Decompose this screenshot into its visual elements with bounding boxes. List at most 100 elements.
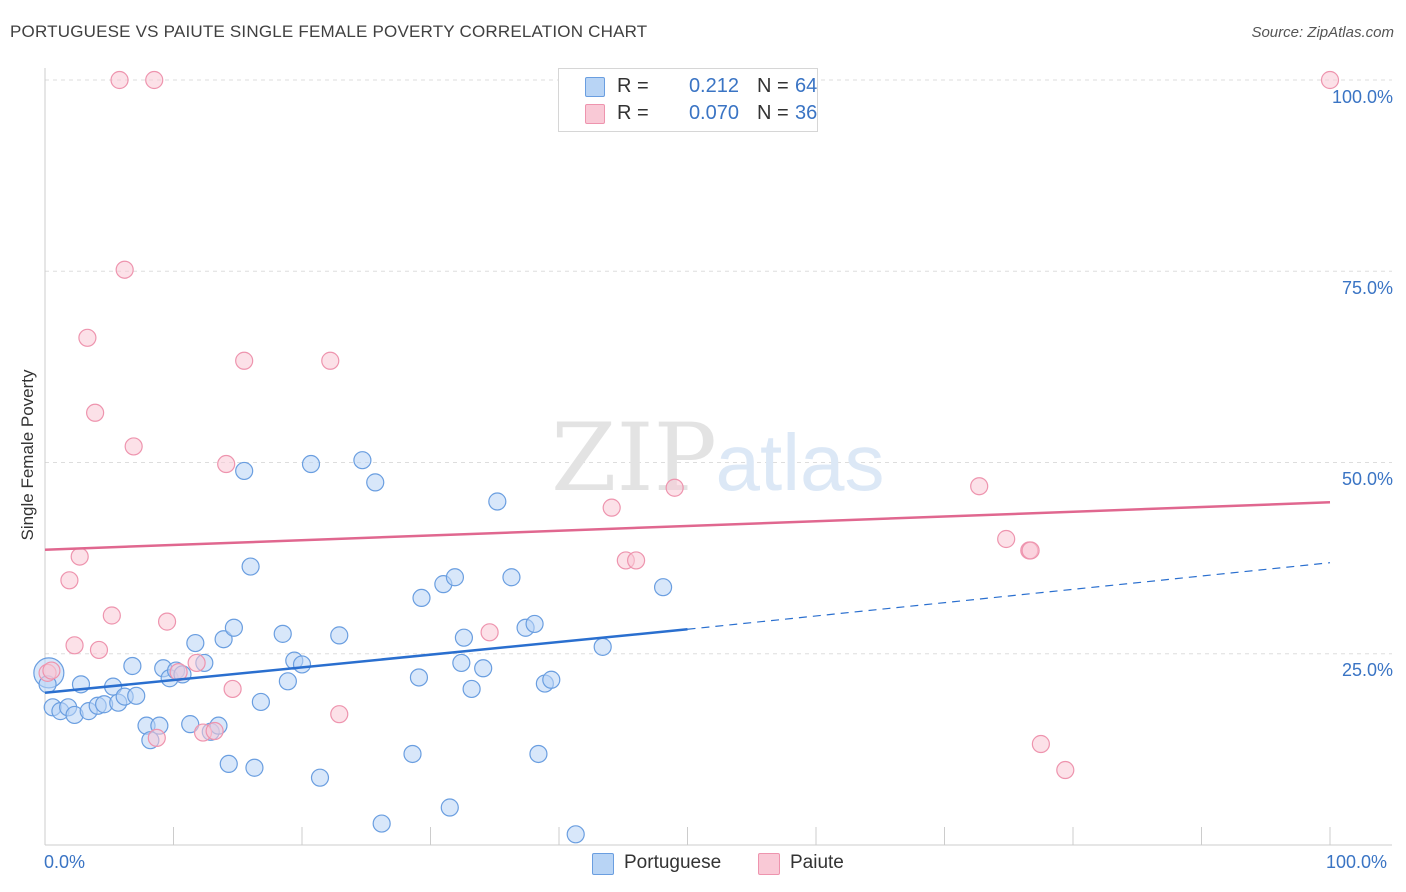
portuguese-point [330,626,349,645]
portuguese-point [292,655,312,674]
portuguese-point [241,557,260,576]
r-label: R = [617,102,649,124]
paiute-point [480,623,499,642]
n-label: N = [757,75,789,97]
portuguese-point [452,653,471,673]
y-axis-label: Single Female Poverty [18,369,37,541]
legend-label: Portuguese [624,852,722,873]
portuguese-point [525,614,544,634]
portuguese-point [278,672,297,691]
paiute-point [145,70,164,90]
paiute-point [321,351,340,370]
portuguese-point [123,656,142,676]
portuguese-point [653,578,673,597]
n-label: N = [757,102,789,124]
portuguese-point [488,492,507,511]
portuguese-swatch [592,853,614,875]
watermark: ZIP atlas [551,404,884,513]
paiute-point [1031,734,1050,754]
paiute-point [970,477,989,496]
portuguese-point [245,758,264,777]
paiute-point [1056,760,1075,780]
paiute-point [602,498,621,517]
r-value: 0.212 [688,75,739,97]
paiute-swatch [758,853,780,875]
n-value: 36 [795,102,818,124]
portuguese-point [219,754,238,774]
portuguese-point [474,659,493,678]
y-tick-label: 100.0% [1331,87,1393,107]
y-tick-label: 50.0% [1341,469,1393,489]
paiute-point [65,636,84,655]
paiute-point [115,260,134,279]
portuguese-point [542,670,561,689]
r-value: 0.070 [688,102,739,124]
portuguese-point [273,624,292,643]
paiute-point [70,547,89,566]
legend-label: Paiute [790,852,844,873]
portuguese-point [353,451,372,470]
portuguese-point [224,618,243,637]
paiute-point [110,70,129,90]
portuguese-point [310,768,330,787]
portuguese-trendline [44,628,688,695]
paiute-point [86,403,105,422]
portuguese-point [502,568,521,587]
portuguese-point [366,473,385,492]
stats-legend: R = 0.212 N = 64 R = 0.070 N = 36 [558,68,818,132]
paiute-point [665,478,684,497]
x-tick-label: 100.0% [1326,852,1388,872]
source-credit: Source: ZipAtlas.com [1251,24,1394,41]
paiute-point [1021,541,1040,560]
y-tick-label: 75.0% [1341,278,1393,298]
portuguese-point [301,454,321,474]
paiute-swatch [585,104,605,124]
paiute-point [205,721,224,741]
paiute-point [1320,70,1340,90]
trendlines [44,501,1331,695]
paiute-point [124,437,143,456]
portuguese-point [127,686,146,705]
n-value: 64 [795,75,818,97]
portuguese-point [372,814,391,833]
y-tick-label: 25.0% [1341,660,1393,680]
paiute-point [147,728,166,748]
portuguese-point [186,633,205,653]
paiute-point [187,653,206,673]
paiute-point [42,661,61,680]
axes [44,68,1392,846]
portuguese-point [403,744,422,764]
paiute-point [89,640,109,660]
portuguese-point [214,630,233,649]
paiute-point [78,328,97,347]
portuguese-point [235,461,254,481]
x-tick-label: 0.0% [44,852,86,872]
portuguese-swatch [585,77,605,97]
portuguese-point [409,668,429,687]
portuguese-point [454,628,474,647]
paiute-point [997,529,1016,549]
portuguese-point [445,568,465,587]
paiute-point [217,454,236,474]
paiute-point [235,351,254,370]
paiute-point [330,705,349,724]
paiute-point [223,679,242,699]
portuguese-point [181,715,200,734]
paiute-point [626,551,646,570]
portuguese-point [462,679,481,699]
paiute-points [38,70,1340,780]
watermark-zip: ZIP [551,404,717,513]
portuguese-point [529,744,548,764]
r-label: R = [617,75,649,97]
portuguese-point [251,692,270,712]
paiute-point [157,612,177,631]
paiute-point [102,606,121,625]
paiute-trendline [44,501,1331,551]
portuguese-point [440,798,459,817]
portuguese-point [593,637,612,656]
portuguese-trendline-extension [687,562,1331,630]
portuguese-point [566,825,585,844]
watermark-atlas: atlas [716,418,885,507]
chart-title: PORTUGUESE VS PAIUTE SINGLE FEMALE POVER… [10,22,648,41]
